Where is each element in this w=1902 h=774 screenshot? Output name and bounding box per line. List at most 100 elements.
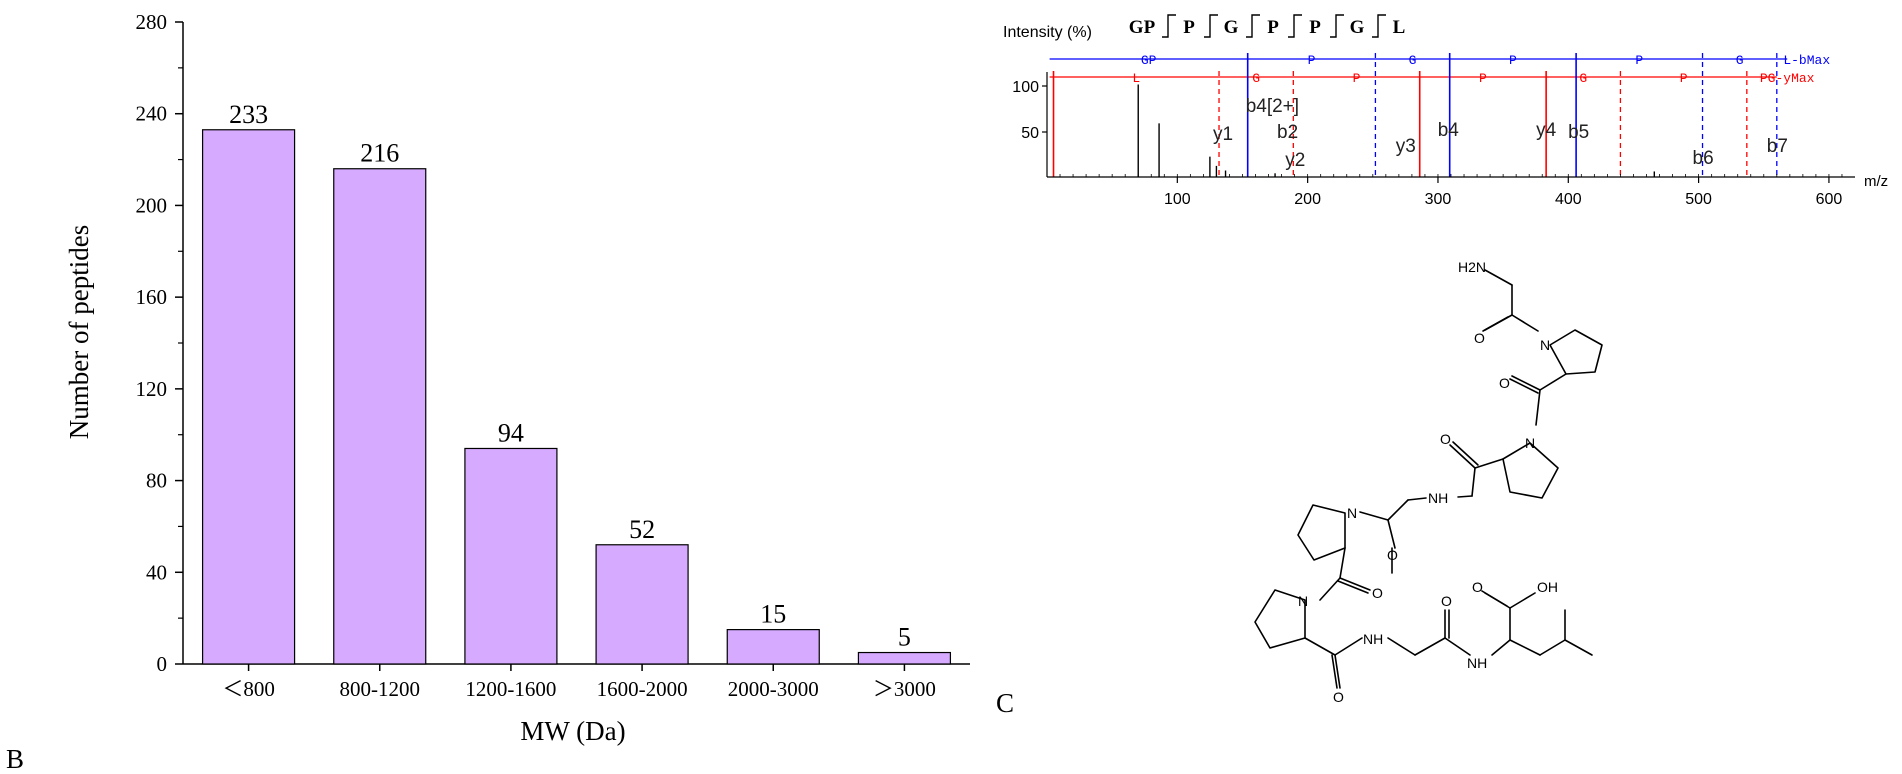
b-ion-label-b2: b2 [1277, 122, 1298, 143]
bar-x-axis-label: MW (Da) [520, 716, 625, 746]
bar-1600-2000 [595, 544, 689, 665]
bar-x-tick-label-1200-1600: 1200-1600 [465, 677, 556, 701]
spectrum-x-tick-label-100: 100 [1164, 191, 1191, 208]
bar-3000 [857, 651, 952, 665]
bar-y-tick-label-200: 200 [136, 193, 168, 217]
y-ion-label-y3: y3 [1396, 136, 1416, 157]
spectrum-x-tick-label-400: 400 [1555, 191, 1582, 208]
y-ladder-label-3: P [1479, 71, 1487, 86]
bar-x-tick-label-2000-3000: 2000-3000 [728, 677, 819, 701]
spectrum-x-tick-label-300: 300 [1425, 191, 1452, 208]
sequence-residue-5: G [1350, 17, 1365, 38]
bar-series: 233 216 94 52 15 5 [201, 100, 952, 665]
bar-y-tick-label-80: 80 [146, 469, 167, 493]
bar-value-label-3000: 5 [898, 623, 911, 652]
sequence-residue-6: L [1393, 17, 1406, 38]
sequence-bracket-0 [1162, 14, 1176, 38]
bar-x-ticks: ＜800 800-1200 1200-1600 1600-2000 2000-3000 ＞… [222, 664, 936, 701]
spectrum-y-tick-label-50: 50 [1021, 125, 1039, 142]
atom-n-4: N [1298, 593, 1308, 609]
bar-value-label-2000-3000: 15 [760, 600, 786, 629]
spectrum-x-tick-label-600: 600 [1816, 191, 1843, 208]
bar-y-tick-label-240: 240 [136, 102, 168, 126]
y-series-name: PG-yMax [1760, 71, 1815, 86]
bar-value-label-800: 233 [229, 100, 268, 129]
bar-value-label-1600-2000: 52 [629, 515, 655, 544]
sequence-bracket-2 [1246, 14, 1260, 38]
bar-1200-1600 [464, 447, 558, 665]
atom-o-2: O [1499, 375, 1510, 391]
b-ladder-label-0: GP [1141, 53, 1157, 68]
sequence-residue-0: GP [1129, 17, 1156, 38]
spectrum-y-ticks: 50 100 [1012, 79, 1047, 142]
bar-x-tick-label-800: ＜800 [222, 677, 275, 701]
spectrum-minor-ticks [1059, 174, 1843, 177]
bar-chart: 0 40 80 120 160 200 240 280 233 216 94 52 15 5 ＜800 8… [64, 10, 970, 746]
b-ion-label-b4: b4 [1438, 120, 1460, 141]
atom-o-8: O [1472, 579, 1483, 595]
bar-y-tick-label-0: 0 [157, 652, 168, 676]
spectrum-x-tick-label-200: 200 [1294, 191, 1321, 208]
bar-y-ticks: 0 40 80 120 160 200 240 280 [136, 10, 183, 676]
bar-x-tick-label-3000: ＞3000 [873, 677, 936, 701]
b-ladder-label-1: P [1308, 53, 1316, 68]
b-ladder-label-3: P [1509, 53, 1517, 68]
spectrum-y-label: Intensity (%) [1003, 24, 1092, 41]
atom-o-5: O [1372, 585, 1383, 601]
y-ion-label-y4: y4 [1536, 120, 1557, 141]
atom-nh-2: NH [1363, 631, 1383, 647]
spectrum-y-tick-label-100: 100 [1012, 79, 1039, 96]
bar-y-tick-label-40: 40 [146, 560, 167, 584]
bar-800 [201, 129, 296, 665]
sequence-residue-2: G [1224, 17, 1239, 38]
peptide-structure: H2N O N O N O NH O N O N NH O O NH O OH [1254, 259, 1603, 705]
spectrum-x-label: m/z [1864, 173, 1888, 190]
sequence-residue-4: P [1309, 17, 1321, 38]
atom-n-3: N [1347, 505, 1357, 521]
y-ladder-label-0: L [1132, 71, 1140, 86]
sequence-bracket-3 [1288, 14, 1302, 38]
sequence-bracket-4 [1330, 14, 1344, 38]
atom-n-2: N [1525, 435, 1535, 451]
bar-value-label-1200-1600: 94 [498, 418, 524, 447]
b-series-name: L-bMax [1783, 53, 1830, 68]
bar-2000-3000 [726, 629, 820, 665]
b-ion-label-b4-2: b4[2+] [1246, 96, 1299, 117]
b-ladder-label-2: G [1409, 53, 1417, 68]
atom-o-3: O [1440, 431, 1451, 447]
atom-nh-3: NH [1467, 655, 1487, 671]
y-ladder-label-1: G [1252, 71, 1260, 86]
atom-amine: H2N [1458, 259, 1486, 275]
sequence-header: GP P G P P G L [1129, 14, 1406, 38]
bar-800-1200 [333, 168, 427, 665]
y-ladder-label-4: G [1579, 71, 1587, 86]
spectrum-x-tick-label-500: 500 [1685, 191, 1712, 208]
bar-y-axis-label: Number of peptides [64, 225, 94, 439]
ion-labels: b4[2+] b2 b4 b5 b6 b7 y1 y2 y3 y4 [1213, 96, 1788, 171]
y-ion-label-y2: y2 [1285, 150, 1305, 171]
spectrum-peaks [1137, 84, 1656, 177]
atom-o-6: O [1333, 689, 1344, 705]
bar-x-tick-label-800-1200: 800-1200 [340, 677, 421, 701]
panel-label-c: C [996, 688, 1014, 718]
sequence-residue-1: P [1183, 17, 1195, 38]
b-ladder-label-4: P [1635, 53, 1643, 68]
atom-o-7: O [1441, 593, 1452, 609]
bar-y-tick-label-280: 280 [136, 10, 168, 34]
bar-value-label-800-1200: 216 [360, 139, 399, 168]
bar-y-tick-label-120: 120 [136, 377, 168, 401]
b-ladder-label-5: G [1736, 53, 1744, 68]
b-ion-label-b6: b6 [1693, 148, 1714, 169]
y-ladder-label-2: P [1353, 71, 1361, 86]
bar-x-tick-label-1600-2000: 1600-2000 [597, 677, 688, 701]
atom-nh-1: NH [1428, 490, 1448, 506]
fragment-lines [1052, 53, 1778, 177]
sequence-residue-3: P [1267, 17, 1279, 38]
atom-n-1: N [1540, 337, 1550, 353]
b-ion-label-b5: b5 [1568, 122, 1589, 143]
sequence-bracket-5 [1372, 14, 1386, 38]
b-ion-label-b7: b7 [1767, 136, 1788, 157]
